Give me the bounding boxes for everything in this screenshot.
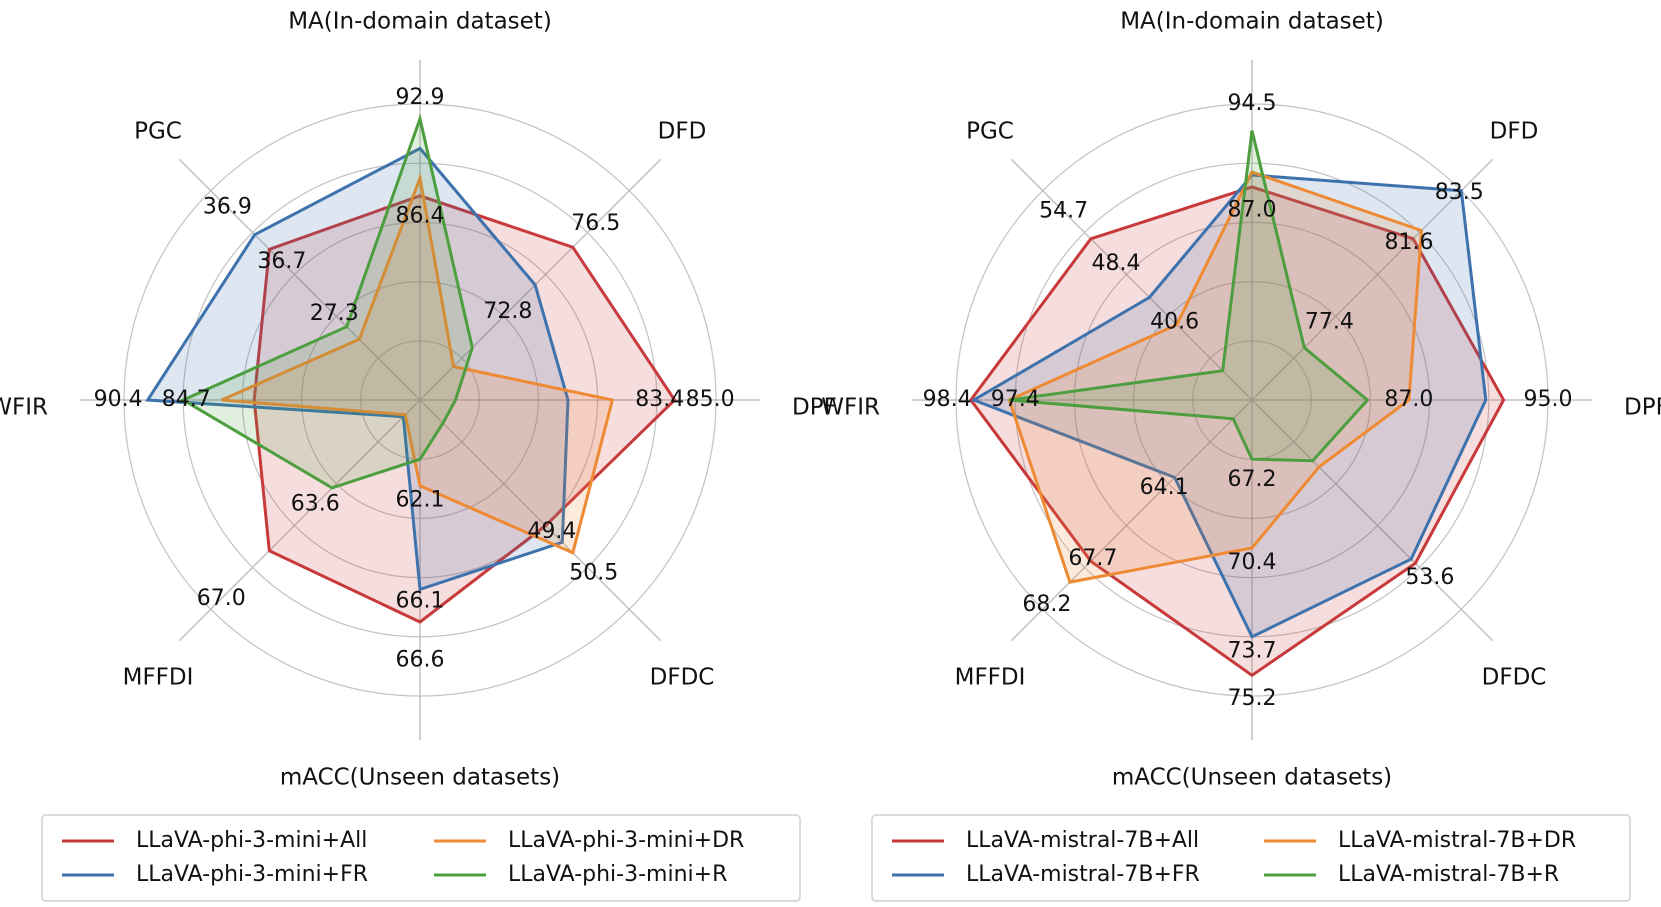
series-polygon-llava-phi-3-mini-r (179, 113, 474, 490)
legend-entry-label: LLaVA-phi-3-mini+DR (508, 828, 744, 853)
value-label: 27.3 (310, 301, 359, 326)
grid-spoke-axis-lower-right (1251, 399, 1494, 642)
grid-spoke-axis-lower-left (178, 399, 421, 642)
axis-label: MFFDI (123, 665, 194, 691)
legend-entry-label: LLaVA-phi-3-mini+All (136, 828, 367, 853)
series-polygon-llava-phi-3-mini-dr (221, 172, 615, 555)
value-label: 97.4 (991, 387, 1040, 412)
value-label: 73.7 (1228, 639, 1277, 664)
value-label: 98.4 (923, 387, 972, 412)
axis-label: PGC (966, 119, 1014, 145)
value-label: 62.1 (396, 488, 445, 513)
value-label: 54.7 (1039, 199, 1088, 224)
value-label: 67.2 (1228, 467, 1277, 492)
axis-label: DPF (1624, 395, 1661, 421)
series-polygon-llava-phi-3-mini-all (252, 194, 677, 624)
radar-chart-right: MA(In-domain dataset) DFD DPF DFDC mACC(Unse… (821, 9, 1661, 791)
legend-entry-label: LLaVA-phi-3-mini+FR (136, 862, 368, 887)
value-label: 94.5 (1228, 91, 1277, 116)
value-label: 81.6 (1385, 230, 1434, 255)
value-label: 95.0 (1524, 387, 1573, 412)
value-label: 85.0 (686, 387, 735, 412)
radar-chart-left: MA(In-domain dataset) DFD DPF DFDC mACC(Unse… (0, 9, 837, 791)
value-label: 50.5 (569, 561, 618, 586)
value-label: 63.6 (291, 492, 340, 517)
legend-entry-label: LLaVA-mistral-7B+R (1338, 862, 1559, 887)
axis-label: WFIR (0, 395, 48, 421)
axis-label: MFFDI (955, 665, 1026, 691)
legend-entry-label: LLaVA-mistral-7B+FR (966, 862, 1200, 887)
value-label: 67.7 (1068, 546, 1117, 571)
value-label: 64.1 (1140, 475, 1189, 500)
legend-box (41, 814, 801, 902)
value-label: 83.4 (635, 387, 684, 412)
axis-label: DPF (792, 395, 837, 421)
value-label: 87.0 (1384, 387, 1433, 412)
value-label: 36.9 (203, 194, 252, 219)
axis-label: WFIR (821, 395, 880, 421)
series-polygon-llava-mistral-7b-r (1009, 130, 1370, 463)
value-label: 75.2 (1228, 686, 1277, 711)
value-label: 68.2 (1022, 592, 1071, 617)
axis-label: DFD (658, 119, 707, 145)
grid-spoke-axis-lower-right (419, 399, 662, 642)
legend-entry-label: LLaVA-mistral-7B+DR (1338, 828, 1576, 853)
axis-label: DFDC (650, 665, 715, 691)
value-label: 66.6 (396, 648, 445, 673)
axis-label: mACC(Unseen datasets) (1112, 765, 1392, 791)
value-label: 83.5 (1435, 180, 1484, 205)
axis-label: MA(In-domain dataset) (1120, 9, 1384, 35)
value-label: 86.4 (396, 204, 445, 229)
value-label: 87.0 (1228, 198, 1277, 223)
series-polygon-llava-mistral-7b-all (968, 185, 1506, 678)
value-label: 84.7 (162, 387, 211, 412)
axis-label: mACC(Unseen datasets) (280, 765, 560, 791)
legend-entry-label: LLaVA-mistral-7B+All (966, 828, 1199, 853)
legend-right: LLaVA-mistral-7B+All LLaVA-mistral-7B+DR L… (871, 814, 1631, 902)
value-label: 67.0 (197, 586, 246, 611)
axis-label: DFDC (1482, 665, 1547, 691)
series-polygon-llava-phi-3-mini-fr (145, 146, 570, 592)
grid-spoke-axis-lower-left (1010, 399, 1253, 642)
value-label: 49.4 (527, 519, 576, 544)
value-label: 72.8 (483, 299, 532, 324)
series-polygon-llava-mistral-7b-dr (1007, 170, 1424, 584)
legend-left: LLaVA-phi-3-mini+All LLaVA-phi-3-mini+DR L… (41, 814, 801, 902)
value-label: 77.4 (1305, 310, 1354, 335)
series-polygon-llava-mistral-7b-fr (970, 173, 1488, 639)
value-label: 76.5 (571, 211, 620, 236)
grid-spoke-axis-upper-left (1010, 158, 1253, 401)
value-label: 92.9 (396, 85, 445, 110)
axis-label: DFD (1490, 119, 1539, 145)
axis-label: MA(In-domain dataset) (288, 9, 552, 35)
legend-entry-label: LLaVA-phi-3-mini+R (508, 862, 727, 887)
value-label: 70.4 (1228, 550, 1277, 575)
value-label: 90.4 (94, 387, 143, 412)
value-label: 53.6 (1405, 565, 1454, 590)
grid-spoke-axis-upper-right (419, 158, 662, 401)
value-label: 48.4 (1092, 251, 1141, 276)
value-label: 40.6 (1150, 310, 1199, 335)
legend-box (871, 814, 1631, 902)
value-label: 66.1 (396, 588, 445, 613)
grid-spoke-axis-upper-left (178, 158, 421, 401)
value-label: 36.7 (257, 249, 306, 274)
axis-label: PGC (134, 119, 182, 145)
grid-spoke-axis-upper-right (1251, 158, 1494, 401)
